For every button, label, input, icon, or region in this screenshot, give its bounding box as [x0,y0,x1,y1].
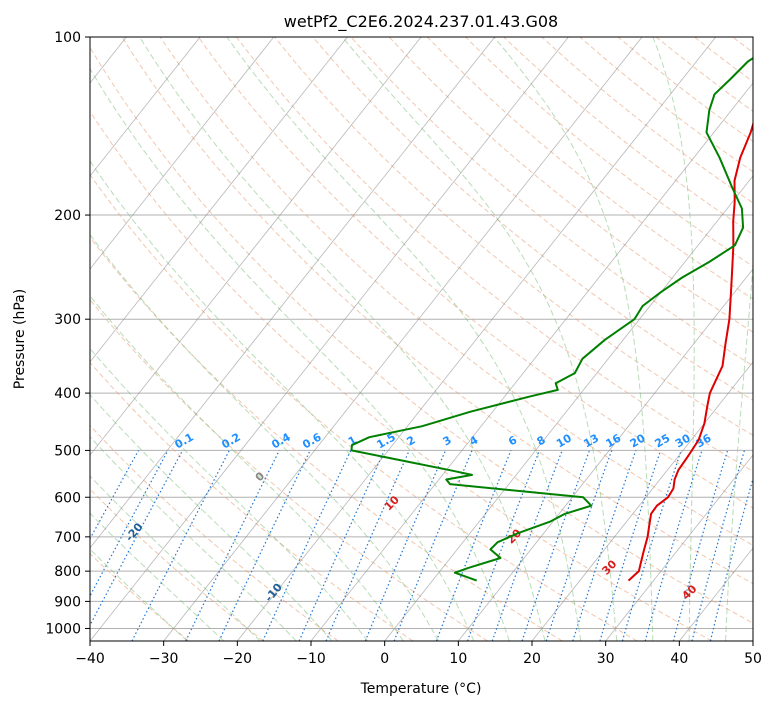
mixing-ratio-line [621,450,682,641]
moist-adiabat-line [341,37,618,641]
isotherm-line [605,454,753,641]
y-tick-label: 600 [54,490,81,506]
mixing-ratio-line [491,450,563,641]
y-tick-label: 900 [54,594,81,610]
mixing-ratio-line [691,450,745,641]
dry-adiabat-line [503,37,753,235]
mixing-ratio-line [644,450,703,641]
mixing-ratio-line [218,450,311,641]
moist-adiabat-line [90,512,225,641]
dry-adiabat-line [90,110,712,641]
isotherm-line [90,37,569,641]
dry-adiabat-line [236,37,753,472]
moist-adiabat-line [493,37,654,641]
moist-adiabat-line [90,160,475,641]
dewpoint-profile-line [350,57,753,582]
x-tick-label: 50 [744,651,762,667]
dry-adiabat-line [274,37,753,436]
mixing-ratio-line [709,476,753,641]
mixing-ratio-line [262,450,352,641]
dry-adiabat-line [121,37,753,585]
moist-adiabat-line [90,436,297,641]
isotherm-line [384,175,753,641]
x-tick-label: −10 [296,651,326,667]
mixing-ratio-line [298,450,386,641]
moist-adiabats [90,37,753,641]
x-tick-label: 10 [449,651,467,667]
moist-adiabat-line [139,37,546,641]
dry-adiabat-line [426,37,753,300]
isotherm-line [531,361,753,641]
mixing-ratio-lines [90,450,753,641]
dry-adiabat-line [159,37,753,546]
x-tick-label: −40 [75,651,105,667]
dry-adiabat-line [312,37,753,401]
isotherm-line [90,37,422,456]
moist-adiabat-line [90,475,261,641]
moist-adiabat-line [90,394,333,641]
skewed-isotherms [90,37,753,641]
moist-adiabat-line [90,233,439,641]
temperature-profile-line [627,121,753,582]
y-tick-label: 700 [54,530,81,546]
x-axis-label: Temperature (°C) [360,681,482,697]
x-tick-label: 30 [597,651,615,667]
y-tick-label: 300 [54,312,81,328]
mixing-ratio-line [672,450,729,641]
mixing-ratio-line [185,450,280,641]
isotherm-line [163,37,643,641]
dry-adiabat-line [90,173,638,641]
x-tick-label: 0 [380,651,389,667]
x-axis-ticks: −40 −30 −20 −10 0 10 20 30 40 50 [75,641,762,667]
mixing-ratio-line [90,450,140,541]
mixing-ratio-line [572,450,637,641]
dry-adiabat-line [350,37,753,367]
y-axis-label: Pressure (hPa) [12,289,28,389]
mixing-ratio-line [599,450,662,641]
y-tick-label: 200 [54,208,81,224]
y-tick-label: 500 [54,443,81,459]
plot-area: -100-90-80-70-60-50-40-30-20-100.10.20.4… [90,37,753,641]
moist-adiabat-line [725,260,753,641]
pressure-gridlines [90,37,753,629]
moist-adiabat-line [652,37,695,641]
isotherm-line [237,37,717,641]
sounding-series [350,57,753,582]
y-tick-label: 100 [54,30,81,46]
moist-adiabat-line [90,347,369,641]
mixing-ratio-line [325,450,410,641]
mixing-ratio-line [545,450,613,641]
isotherm-line [90,37,348,363]
isotherm-line [90,37,275,270]
plot-frame [89,36,754,642]
x-tick-label: 20 [523,651,541,667]
moist-adiabat-line [90,548,188,641]
x-tick-label: 40 [670,651,688,667]
isotherm-line [90,37,496,549]
y-tick-label: 400 [54,386,81,402]
mixing-ratio-line [364,450,447,641]
y-axis-ticks: 1000 900 800 700 600 500 400 300 200 100 [45,30,90,637]
isotherm-line [90,37,201,177]
chart-title: wetPf2_C2E6.2024.237.01.43.G08 [284,12,558,32]
mixing-ratio-line [521,450,591,641]
moist-adiabat-line [90,295,404,641]
dry-adiabat-line [90,46,753,624]
y-tick-label: 1000 [45,621,81,637]
x-tick-label: −30 [149,651,179,667]
x-tick-label: −20 [223,651,253,667]
isotherm-line [458,268,753,641]
y-tick-label: 800 [54,564,81,580]
moist-adiabat-line [90,67,510,641]
dry-adiabat-line [90,299,488,641]
dry-adiabat-line [90,424,339,641]
dry-adiabat-line [579,37,753,173]
dry-adiabat-line [197,37,753,509]
